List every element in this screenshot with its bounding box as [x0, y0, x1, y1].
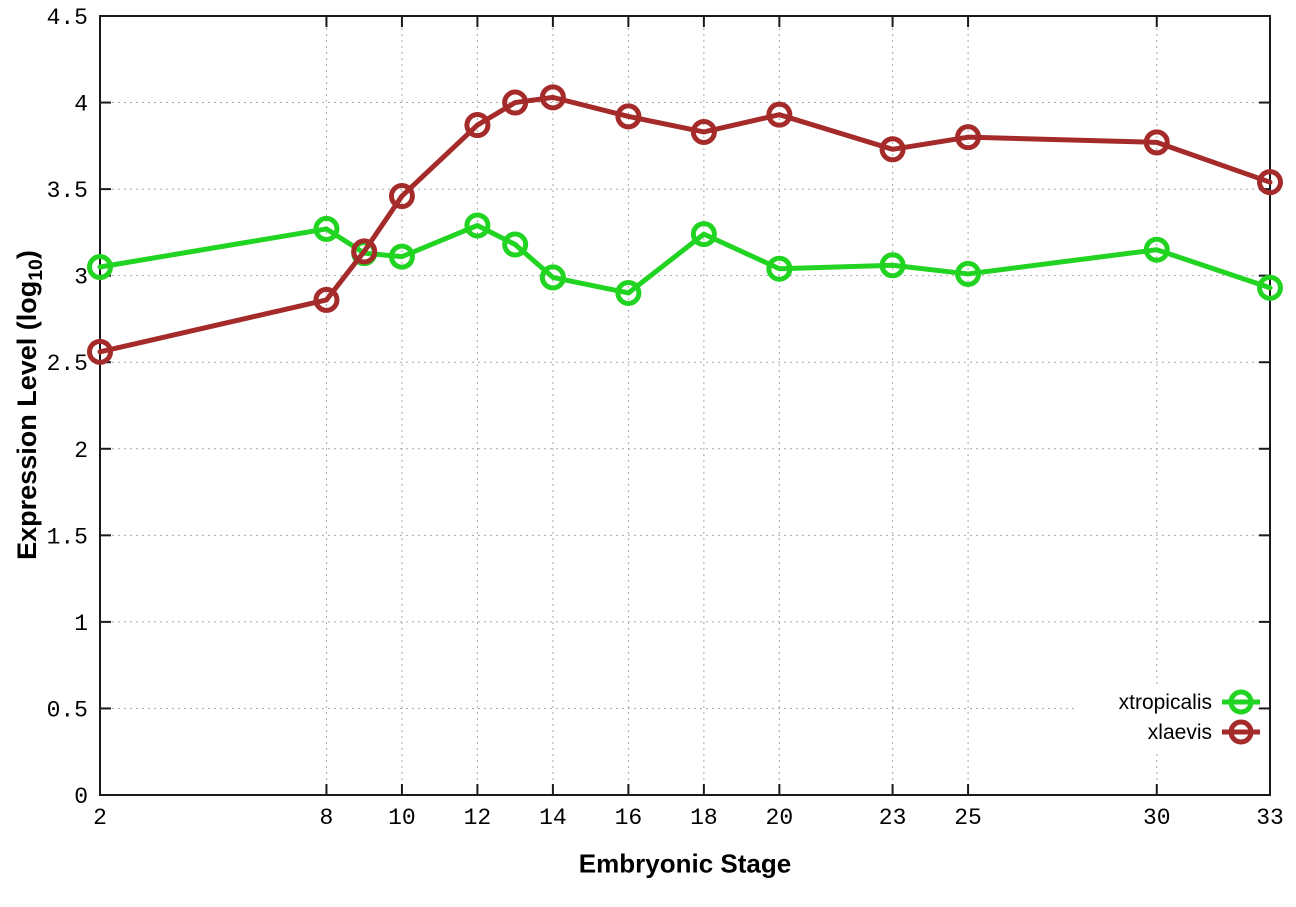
series-line-xlaevis — [97, 94, 1273, 355]
y-axis-title-text: Expression Level (log — [11, 280, 42, 560]
y-tick-label: 2.5 — [47, 351, 88, 377]
x-axis-title: Embryonic Stage — [578, 848, 792, 879]
y-tick-label: 1 — [74, 611, 88, 637]
y-tick-label: 3.5 — [47, 178, 88, 204]
data-point-xlaevis — [690, 118, 717, 145]
x-tick-label: 10 — [388, 805, 416, 831]
data-point-xtropicalis — [879, 252, 906, 279]
data-point-xlaevis — [539, 84, 566, 111]
y-axis-title-subscript: 10 — [25, 259, 48, 281]
data-point-xtropicalis — [766, 255, 793, 282]
x-tick-label: 14 — [539, 805, 567, 831]
data-point-xtropicalis — [313, 215, 340, 242]
y-tick-label: 4.5 — [47, 5, 88, 31]
data-point-xlaevis — [615, 103, 642, 130]
legend-label-xtropicalis: xtropicalis — [1119, 691, 1212, 714]
data-point-xtropicalis — [464, 212, 491, 239]
x-tick-label: 8 — [320, 805, 334, 831]
y-tick-label: 2 — [74, 438, 88, 464]
data-point-xlaevis — [766, 101, 793, 128]
data-point-xtropicalis — [615, 279, 642, 306]
x-tick-label: 2 — [93, 805, 107, 831]
x-tick-label: 30 — [1143, 805, 1171, 831]
data-point-xlaevis — [1143, 129, 1170, 156]
plot-border — [99, 15, 1271, 796]
data-point-xtropicalis — [1257, 274, 1283, 301]
data-point-xlaevis — [313, 286, 340, 313]
data-point-xlaevis — [388, 183, 415, 210]
x-tick-label: 12 — [464, 805, 492, 831]
data-point-xtropicalis — [87, 254, 113, 281]
data-point-xtropicalis — [388, 243, 415, 270]
data-point-xtropicalis — [539, 264, 566, 291]
x-tick-label: 18 — [690, 805, 718, 831]
data-point-xlaevis — [955, 124, 982, 151]
y-tick-label: 0.5 — [47, 697, 88, 723]
data-point-xlaevis — [879, 136, 906, 163]
data-point-xlaevis — [351, 238, 378, 265]
x-tick-label: 20 — [766, 805, 794, 831]
data-point-xlaevis — [87, 338, 113, 365]
x-tick-label: 16 — [615, 805, 643, 831]
legend-marker-xtropicalis — [1228, 689, 1254, 715]
y-tick-label: 1.5 — [47, 524, 88, 550]
y-axis-title-end: ) — [11, 250, 42, 260]
data-point-xlaevis — [1257, 169, 1283, 196]
legend-marker-xlaevis — [1228, 719, 1254, 745]
data-point-xlaevis — [464, 112, 491, 139]
data-point-xtropicalis — [955, 260, 982, 287]
series-line-xtropicalis — [97, 222, 1273, 296]
data-point-xtropicalis — [690, 221, 717, 248]
x-tick-label: 23 — [879, 805, 907, 831]
data-point-xtropicalis — [1143, 236, 1170, 263]
data-point-xlaevis — [502, 89, 529, 116]
y-axis-title: Expression Level (log10) — [12, 250, 48, 560]
legend-label-xlaevis: xlaevis — [1148, 721, 1212, 744]
legend-background — [1075, 684, 1258, 750]
data-point-xtropicalis — [502, 231, 529, 258]
y-tick-label: 3 — [74, 265, 88, 291]
x-tick-label: 25 — [954, 805, 982, 831]
y-tick-label: 4 — [74, 92, 88, 118]
y-tick-label: 0 — [74, 784, 88, 810]
x-tick-label: 33 — [1256, 805, 1284, 831]
